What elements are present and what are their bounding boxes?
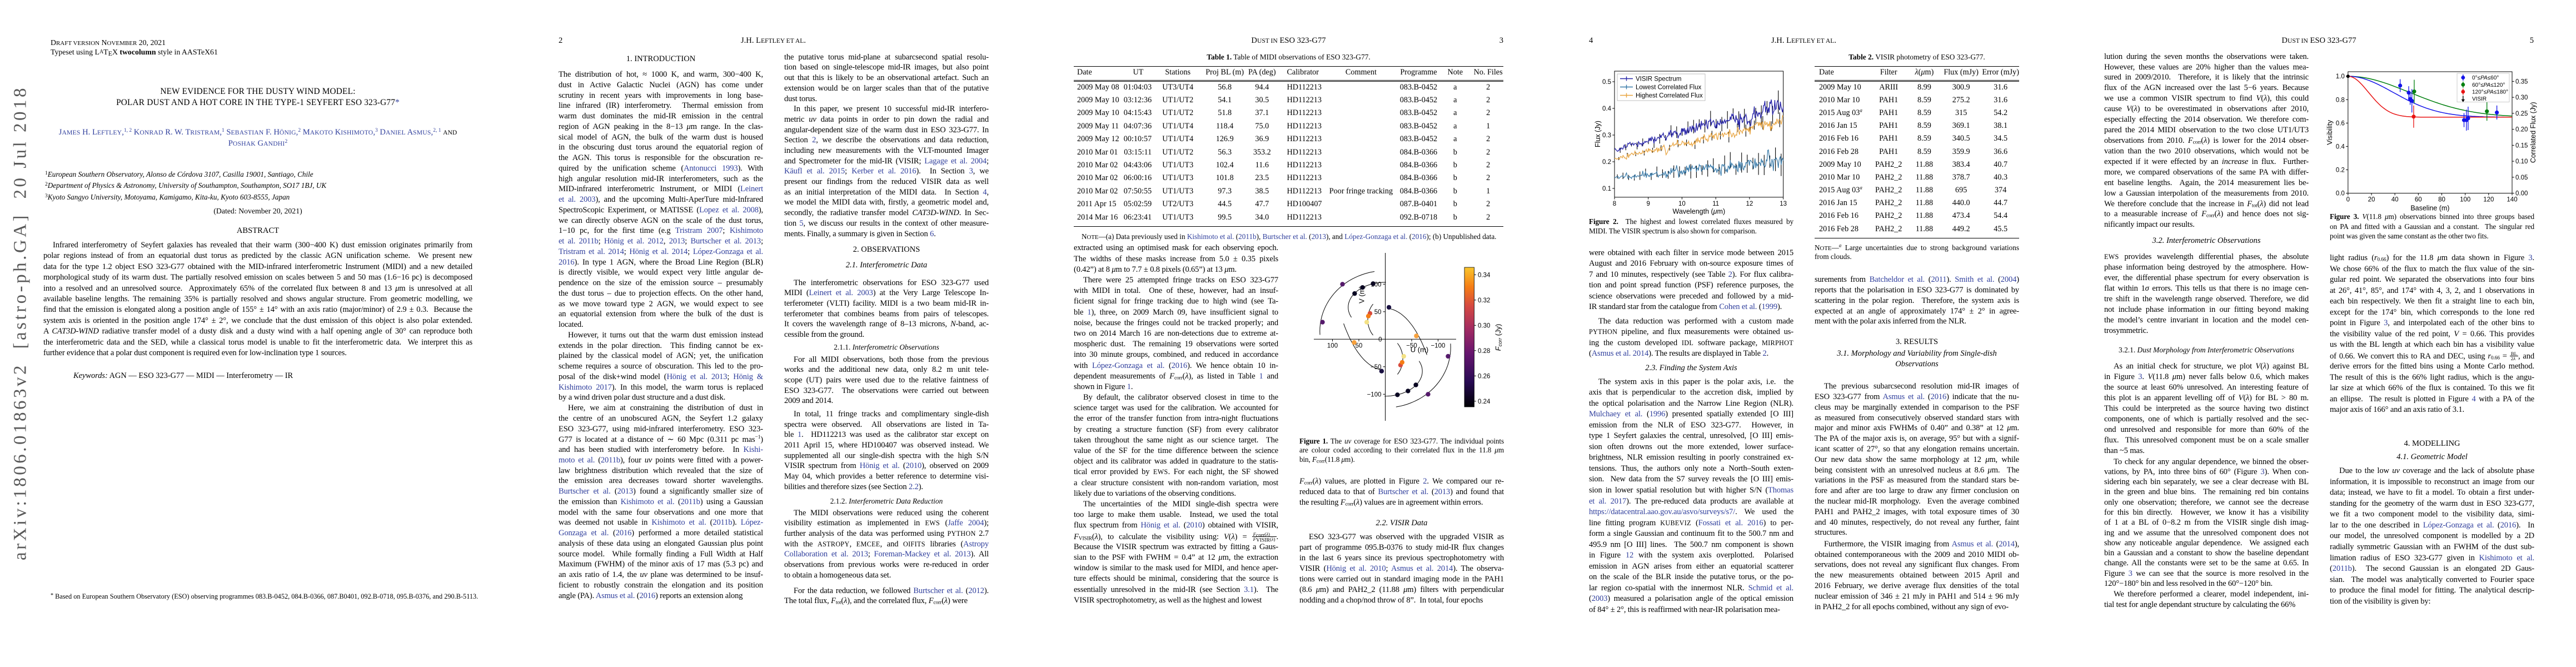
svg-text:0.2: 0.2 bbox=[2336, 167, 2345, 174]
svg-text:0.1: 0.1 bbox=[1602, 186, 1611, 192]
svg-text:Wavelength (μm): Wavelength (μm) bbox=[1672, 208, 1725, 216]
svg-text:Flux (Jy): Flux (Jy) bbox=[1594, 121, 1602, 147]
svg-text:V (m): V (m) bbox=[1358, 286, 1366, 303]
svg-text:0°≤PA≤60°: 0°≤PA≤60° bbox=[2472, 75, 2499, 81]
svg-text:VISIR: VISIR bbox=[2472, 96, 2487, 102]
svg-text:Lowest Correlated Flux: Lowest Correlated Flux bbox=[1636, 84, 1701, 91]
svg-text:80: 80 bbox=[2438, 197, 2445, 203]
svg-text:50: 50 bbox=[1374, 309, 1382, 316]
svg-text:Baseline (m): Baseline (m) bbox=[2410, 205, 2449, 212]
svg-text:8: 8 bbox=[1613, 201, 1616, 207]
svg-text:60°≤PA≤120°: 60°≤PA≤120° bbox=[2472, 82, 2505, 88]
svg-text:0.30: 0.30 bbox=[1478, 322, 1490, 329]
svg-text:40: 40 bbox=[2391, 197, 2399, 203]
svg-text:13: 13 bbox=[1780, 201, 1787, 207]
svg-text:−100: −100 bbox=[1431, 342, 1446, 349]
svg-text:0.4: 0.4 bbox=[2336, 143, 2345, 150]
svg-text:−50: −50 bbox=[1406, 342, 1417, 349]
svg-text:0.35: 0.35 bbox=[2515, 78, 2528, 85]
svg-text:0.25: 0.25 bbox=[2515, 111, 2528, 117]
svg-text:VISIR Spectrum: VISIR Spectrum bbox=[1636, 76, 1681, 83]
svg-text:0.8: 0.8 bbox=[2336, 97, 2345, 103]
svg-text:−100: −100 bbox=[1367, 391, 1382, 398]
svg-text:0: 0 bbox=[2346, 197, 2350, 203]
svg-text:120: 120 bbox=[2483, 197, 2494, 203]
svg-text:0.5: 0.5 bbox=[1602, 79, 1611, 86]
svg-text:10: 10 bbox=[1678, 201, 1686, 207]
svg-text:0.32: 0.32 bbox=[1478, 297, 1490, 304]
svg-text:0: 0 bbox=[1378, 336, 1382, 343]
svg-text:100: 100 bbox=[2460, 197, 2470, 203]
svg-text:Highest Correlated Flux: Highest Correlated Flux bbox=[1636, 93, 1703, 99]
svg-text:0.34: 0.34 bbox=[1478, 272, 1491, 278]
svg-text:9: 9 bbox=[1646, 201, 1650, 207]
svg-text:Visibility: Visibility bbox=[2326, 120, 2334, 145]
svg-text:140: 140 bbox=[2507, 197, 2517, 203]
svg-text:0.15: 0.15 bbox=[2515, 142, 2528, 149]
svg-text:12: 12 bbox=[1746, 201, 1753, 207]
svg-text:20: 20 bbox=[2368, 197, 2375, 203]
svg-text:Fcorr (Jy): Fcorr (Jy) bbox=[1494, 324, 1503, 351]
svg-text:100: 100 bbox=[1327, 342, 1338, 349]
svg-text:0.0: 0.0 bbox=[2336, 191, 2345, 197]
svg-text:0.6: 0.6 bbox=[2336, 120, 2345, 127]
svg-text:0.26: 0.26 bbox=[1478, 373, 1490, 380]
svg-text:60: 60 bbox=[2415, 197, 2422, 203]
svg-text:0.3: 0.3 bbox=[1602, 132, 1611, 139]
svg-text:0.30: 0.30 bbox=[2515, 94, 2528, 101]
svg-text:0.00: 0.00 bbox=[2515, 191, 2528, 197]
svg-text:11: 11 bbox=[1712, 201, 1719, 207]
svg-text:50: 50 bbox=[1356, 342, 1363, 349]
svg-text:Correlated Flux (Jy): Correlated Flux (Jy) bbox=[2529, 102, 2537, 163]
svg-text:0.05: 0.05 bbox=[2515, 175, 2528, 181]
svg-text:0.2: 0.2 bbox=[1602, 159, 1611, 166]
svg-text:0.28: 0.28 bbox=[1478, 348, 1490, 355]
svg-text:0.20: 0.20 bbox=[2515, 127, 2528, 133]
svg-text:0.4: 0.4 bbox=[1602, 106, 1612, 112]
svg-text:0.24: 0.24 bbox=[1478, 399, 1491, 405]
svg-text:120°≤PA≤180°: 120°≤PA≤180° bbox=[2472, 89, 2508, 96]
svg-text:0.10: 0.10 bbox=[2515, 158, 2528, 165]
svg-text:1.0: 1.0 bbox=[2336, 73, 2345, 80]
